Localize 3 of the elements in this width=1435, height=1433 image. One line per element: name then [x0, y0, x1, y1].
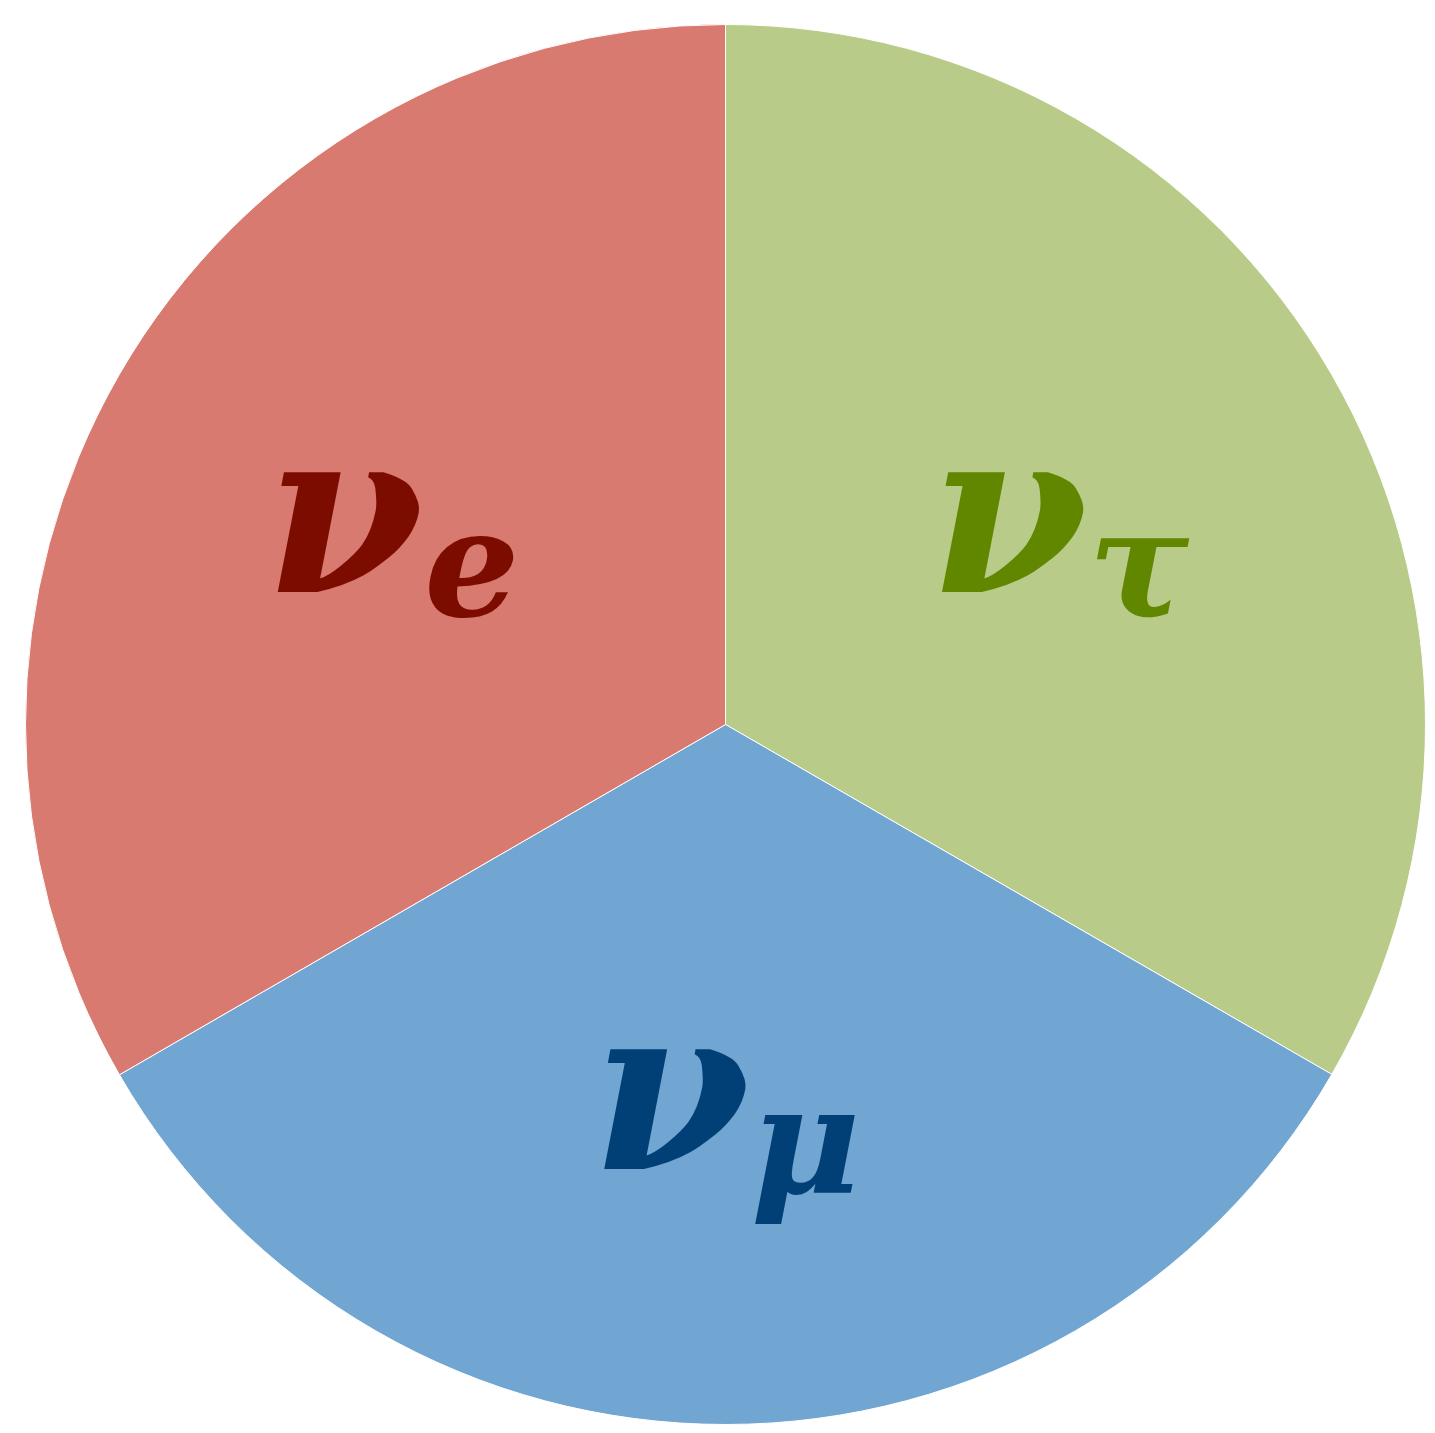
slice-label: ν$_{μ}$	[590, 953, 861, 1229]
slice-label: ν$_{e}$	[264, 375, 520, 652]
slice-label: ν$_{τ}$	[928, 375, 1190, 651]
